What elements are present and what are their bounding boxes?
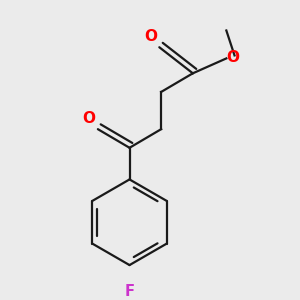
Text: F: F <box>124 284 134 299</box>
Text: O: O <box>82 111 95 126</box>
Text: O: O <box>226 50 239 65</box>
Text: O: O <box>145 29 158 44</box>
